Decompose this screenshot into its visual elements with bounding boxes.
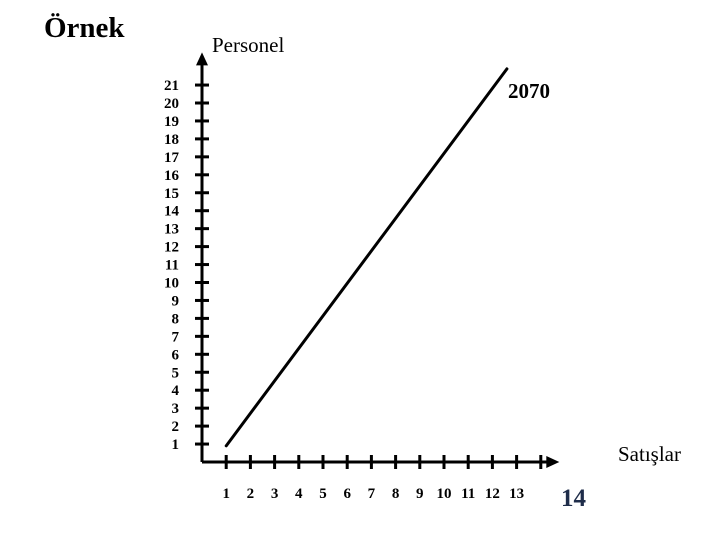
y-axis-label: Personel	[212, 33, 284, 57]
y-tick-label: 5	[172, 365, 180, 381]
y-tick-label: 19	[164, 114, 179, 130]
x-axis-label: Satışlar	[618, 442, 681, 466]
y-tick-label: 17	[164, 150, 180, 166]
y-tick-label: 15	[164, 186, 179, 202]
x-tick-label: 5	[319, 486, 327, 502]
y-tick-label: 20	[164, 96, 179, 112]
corner-value-label: 14	[561, 485, 587, 512]
series-layer	[224, 67, 509, 448]
y-tick-label: 21	[164, 78, 179, 94]
x-tick-label: 6	[343, 486, 351, 502]
x-tick-label: 8	[392, 486, 400, 502]
x-tick-label: 11	[461, 486, 475, 502]
y-tick-label: 8	[172, 311, 180, 327]
x-tick-label: 2	[247, 486, 255, 502]
y-tick-label: 12	[164, 240, 179, 256]
x-tick-label: 12	[485, 486, 500, 502]
x-tick-label: 9	[416, 486, 424, 502]
y-tick-label: 11	[165, 258, 179, 274]
y-axis-arrowhead	[196, 52, 208, 66]
line-annotation: 2070	[508, 79, 550, 103]
y-tick-label: 2	[172, 419, 180, 435]
y-tick-label: 13	[164, 222, 179, 238]
y-tick-label: 14	[164, 204, 180, 220]
y-tick-label: 6	[172, 347, 180, 363]
y-tick-label: 7	[172, 329, 180, 345]
y-tick-label: 10	[164, 276, 179, 292]
x-tick-label: 4	[295, 486, 303, 502]
y-tick-label: 1	[172, 437, 180, 453]
y-tick-label: 4	[172, 383, 180, 399]
x-tick-label: 1	[222, 486, 230, 502]
y-tick-label: 3	[172, 401, 180, 417]
x-tick-label: 13	[509, 486, 524, 502]
slide-title: Örnek	[44, 12, 125, 44]
y-tick-label: 16	[164, 168, 180, 184]
x-tick-label: 10	[437, 486, 452, 502]
x-axis-arrowhead	[546, 456, 560, 468]
y-tick-label: 9	[172, 293, 180, 309]
x-tick-label: 3	[271, 486, 279, 502]
series-line	[224, 67, 509, 448]
y-tick-label: 18	[164, 132, 179, 148]
x-tick-label: 7	[368, 486, 376, 502]
